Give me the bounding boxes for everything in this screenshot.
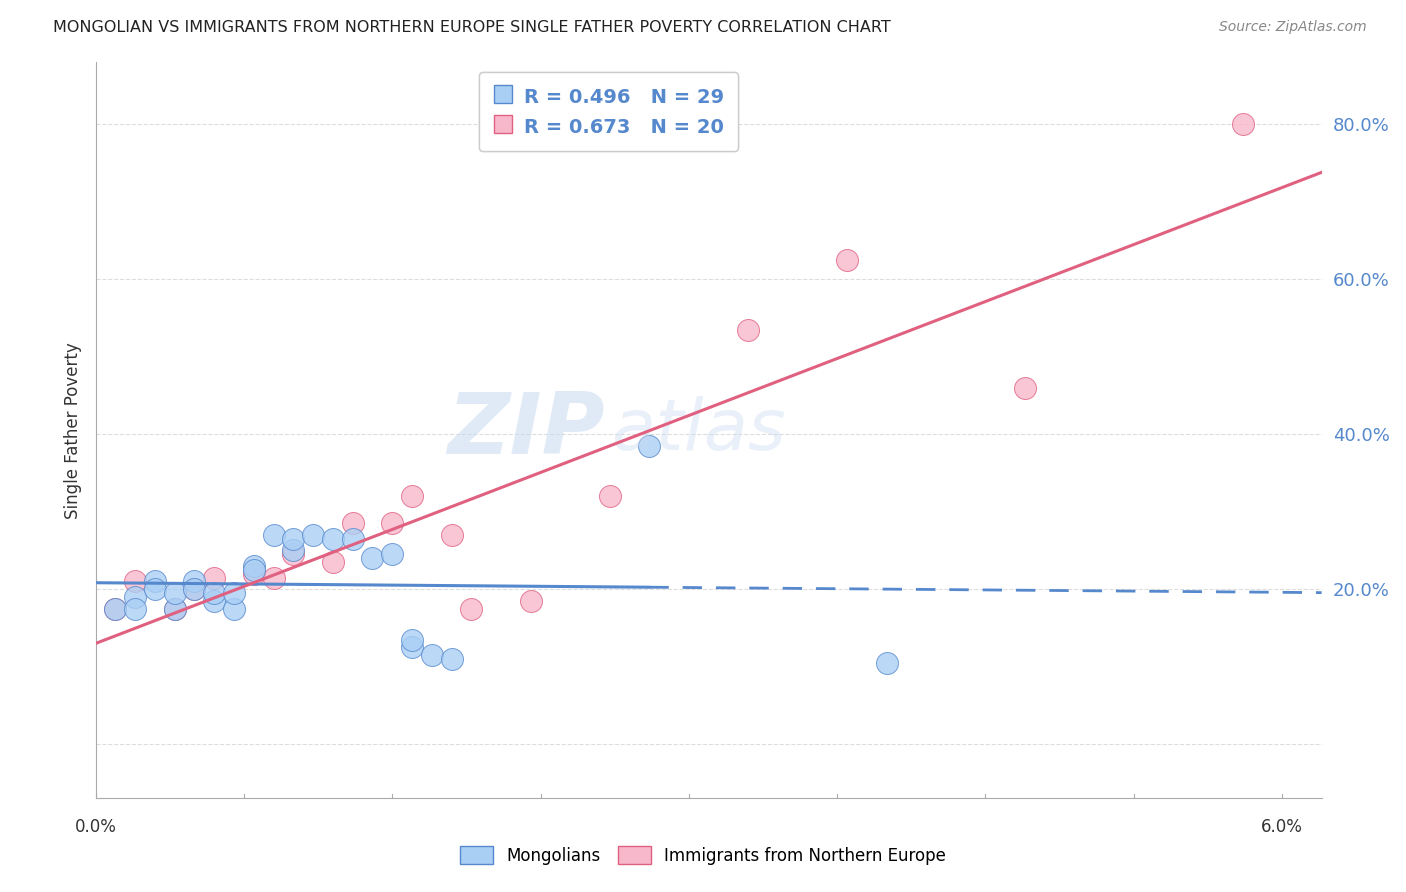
Point [143, 582, 166, 597]
Text: ZIP: ZIP [447, 389, 605, 472]
Point [342, 532, 364, 546]
Point [222, 601, 245, 615]
Point [283, 543, 305, 558]
Point [183, 582, 205, 597]
Point [283, 532, 305, 546]
Point [381, 516, 404, 531]
Point [124, 590, 146, 604]
Point [519, 594, 541, 608]
Point [381, 547, 404, 561]
Text: 0.0%: 0.0% [75, 818, 117, 836]
Point [1014, 381, 1036, 395]
Point [202, 571, 225, 585]
Point [440, 528, 463, 542]
Point [638, 439, 661, 453]
Text: Source: ZipAtlas.com: Source: ZipAtlas.com [1219, 20, 1367, 34]
Point [124, 601, 146, 615]
Point [104, 601, 127, 615]
Point [222, 586, 245, 600]
Point [143, 574, 166, 589]
Point [183, 582, 205, 597]
Point [124, 574, 146, 589]
Point [263, 571, 285, 585]
Point [243, 563, 266, 577]
Text: MONGOLIAN VS IMMIGRANTS FROM NORTHERN EUROPE SINGLE FATHER POVERTY CORRELATION C: MONGOLIAN VS IMMIGRANTS FROM NORTHERN EU… [53, 20, 891, 35]
Point [420, 648, 443, 662]
Point [322, 532, 344, 546]
Point [163, 586, 186, 600]
Point [243, 558, 266, 573]
Point [599, 489, 621, 503]
Text: atlas: atlas [610, 396, 785, 465]
Point [737, 323, 759, 337]
Point [183, 574, 205, 589]
Text: 6.0%: 6.0% [1261, 818, 1303, 836]
Point [202, 586, 225, 600]
Point [401, 632, 423, 647]
Point [302, 528, 325, 542]
Point [163, 601, 186, 615]
Legend: R = 0.496   N = 29, R = 0.673   N = 20: R = 0.496 N = 29, R = 0.673 N = 20 [479, 72, 738, 151]
Point [401, 640, 423, 655]
Point [460, 601, 482, 615]
Point [263, 528, 285, 542]
Point [322, 555, 344, 569]
Point [835, 252, 858, 267]
Point [876, 656, 898, 670]
Point [163, 601, 186, 615]
Point [342, 516, 364, 531]
Y-axis label: Single Father Poverty: Single Father Poverty [63, 342, 82, 519]
Point [1232, 117, 1254, 131]
Legend: Mongolians, Immigrants from Northern Europe: Mongolians, Immigrants from Northern Eur… [451, 838, 955, 873]
Point [104, 601, 127, 615]
Point [283, 547, 305, 561]
Point [361, 551, 384, 566]
Point [243, 566, 266, 581]
Point [202, 594, 225, 608]
Point [440, 652, 463, 666]
Point [401, 489, 423, 503]
